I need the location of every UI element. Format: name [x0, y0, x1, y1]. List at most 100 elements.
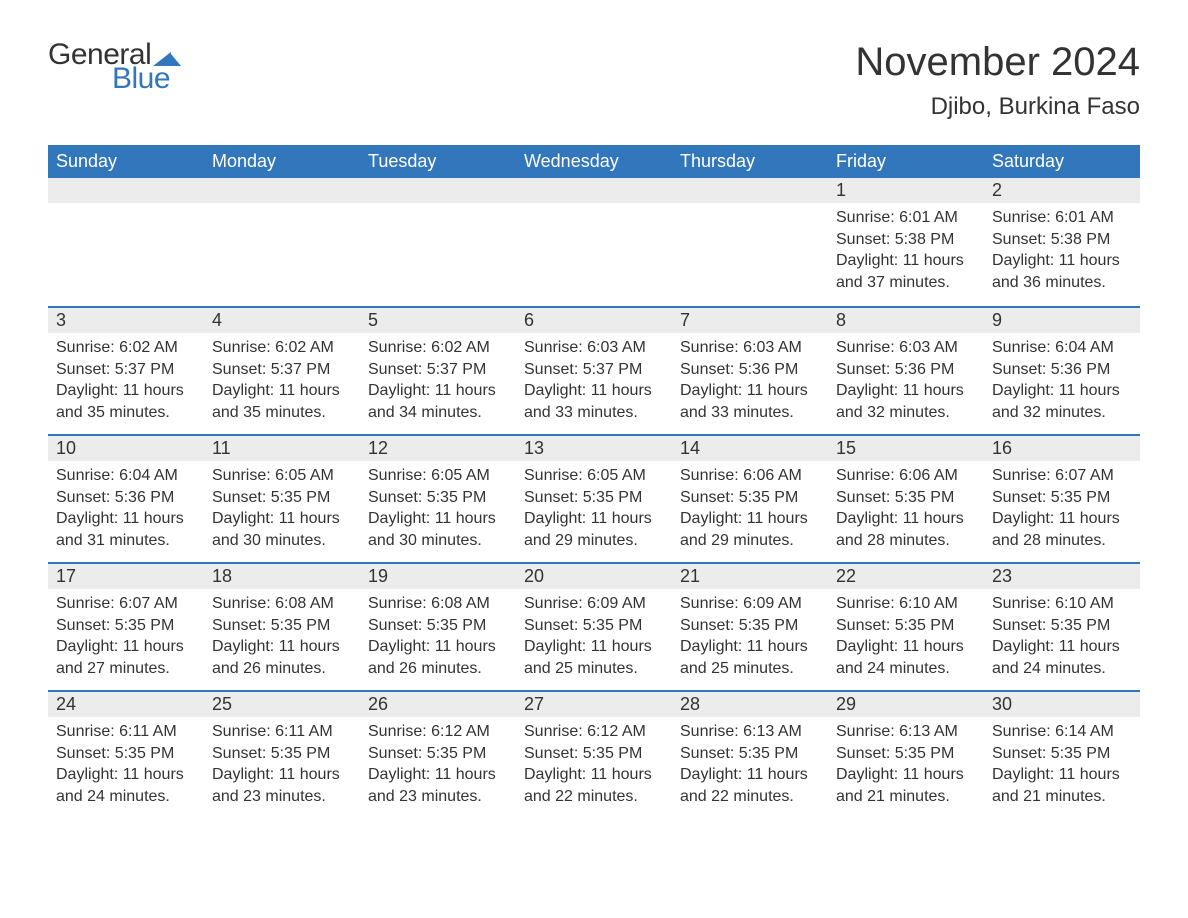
day-cell: 21Sunrise: 6:09 AMSunset: 5:35 PMDayligh… [672, 564, 828, 690]
weeks-container: 1Sunrise: 6:01 AMSunset: 5:38 PMDaylight… [48, 178, 1140, 818]
day-body: Sunrise: 6:04 AMSunset: 5:36 PMDaylight:… [48, 461, 204, 561]
day-number: 28 [672, 692, 828, 717]
calendar: Sunday Monday Tuesday Wednesday Thursday… [48, 145, 1140, 818]
daylight-line: Daylight: 11 hours and 24 minutes. [56, 764, 196, 807]
day-number: 27 [516, 692, 672, 717]
title-block: November 2024 Djibo, Burkina Faso [855, 40, 1140, 121]
day-body: Sunrise: 6:14 AMSunset: 5:35 PMDaylight:… [984, 717, 1140, 817]
sunrise-line: Sunrise: 6:06 AM [836, 465, 976, 487]
sunset-line: Sunset: 5:38 PM [992, 229, 1132, 251]
sunset-line: Sunset: 5:35 PM [56, 615, 196, 637]
sunrise-line: Sunrise: 6:02 AM [368, 337, 508, 359]
day-cell: 25Sunrise: 6:11 AMSunset: 5:35 PMDayligh… [204, 692, 360, 818]
dow-tuesday: Tuesday [360, 145, 516, 178]
sunset-line: Sunset: 5:37 PM [524, 359, 664, 381]
day-number: 13 [516, 436, 672, 461]
dow-thursday: Thursday [672, 145, 828, 178]
sunset-line: Sunset: 5:37 PM [56, 359, 196, 381]
day-cell: 14Sunrise: 6:06 AMSunset: 5:35 PMDayligh… [672, 436, 828, 562]
day-cell: 20Sunrise: 6:09 AMSunset: 5:35 PMDayligh… [516, 564, 672, 690]
day-body: Sunrise: 6:11 AMSunset: 5:35 PMDaylight:… [48, 717, 204, 817]
day-cell [360, 178, 516, 306]
daylight-line: Daylight: 11 hours and 35 minutes. [212, 380, 352, 423]
day-body: Sunrise: 6:02 AMSunset: 5:37 PMDaylight:… [204, 333, 360, 433]
sunset-line: Sunset: 5:35 PM [368, 487, 508, 509]
day-cell [48, 178, 204, 306]
day-number: 26 [360, 692, 516, 717]
day-number: 4 [204, 308, 360, 333]
day-body: Sunrise: 6:03 AMSunset: 5:36 PMDaylight:… [672, 333, 828, 433]
dow-wednesday: Wednesday [516, 145, 672, 178]
day-body: Sunrise: 6:13 AMSunset: 5:35 PMDaylight:… [672, 717, 828, 817]
day-body: Sunrise: 6:02 AMSunset: 5:37 PMDaylight:… [360, 333, 516, 433]
day-body: Sunrise: 6:07 AMSunset: 5:35 PMDaylight:… [48, 589, 204, 689]
day-body: Sunrise: 6:12 AMSunset: 5:35 PMDaylight:… [516, 717, 672, 817]
day-cell: 11Sunrise: 6:05 AMSunset: 5:35 PMDayligh… [204, 436, 360, 562]
day-body: Sunrise: 6:08 AMSunset: 5:35 PMDaylight:… [360, 589, 516, 689]
sunset-line: Sunset: 5:35 PM [368, 743, 508, 765]
sunrise-line: Sunrise: 6:05 AM [212, 465, 352, 487]
daylight-line: Daylight: 11 hours and 21 minutes. [836, 764, 976, 807]
day-number: 11 [204, 436, 360, 461]
day-number: 10 [48, 436, 204, 461]
sunrise-line: Sunrise: 6:07 AM [992, 465, 1132, 487]
day-number: 14 [672, 436, 828, 461]
daylight-line: Daylight: 11 hours and 23 minutes. [368, 764, 508, 807]
sunset-line: Sunset: 5:36 PM [680, 359, 820, 381]
day-body: Sunrise: 6:01 AMSunset: 5:38 PMDaylight:… [984, 203, 1140, 303]
sunset-line: Sunset: 5:35 PM [212, 615, 352, 637]
day-cell: 22Sunrise: 6:10 AMSunset: 5:35 PMDayligh… [828, 564, 984, 690]
day-body: Sunrise: 6:03 AMSunset: 5:36 PMDaylight:… [828, 333, 984, 433]
sunrise-line: Sunrise: 6:03 AM [680, 337, 820, 359]
day-cell: 3Sunrise: 6:02 AMSunset: 5:37 PMDaylight… [48, 308, 204, 434]
sunrise-line: Sunrise: 6:04 AM [56, 465, 196, 487]
day-body: Sunrise: 6:08 AMSunset: 5:35 PMDaylight:… [204, 589, 360, 689]
daylight-line: Daylight: 11 hours and 32 minutes. [992, 380, 1132, 423]
dow-saturday: Saturday [984, 145, 1140, 178]
sunset-line: Sunset: 5:37 PM [368, 359, 508, 381]
day-cell: 19Sunrise: 6:08 AMSunset: 5:35 PMDayligh… [360, 564, 516, 690]
sunrise-line: Sunrise: 6:12 AM [368, 721, 508, 743]
sunrise-line: Sunrise: 6:11 AM [212, 721, 352, 743]
day-number: 29 [828, 692, 984, 717]
day-cell: 29Sunrise: 6:13 AMSunset: 5:35 PMDayligh… [828, 692, 984, 818]
sunrise-line: Sunrise: 6:10 AM [992, 593, 1132, 615]
day-number: 5 [360, 308, 516, 333]
dow-friday: Friday [828, 145, 984, 178]
daylight-line: Daylight: 11 hours and 28 minutes. [836, 508, 976, 551]
day-number: 9 [984, 308, 1140, 333]
sunrise-line: Sunrise: 6:08 AM [368, 593, 508, 615]
sunset-line: Sunset: 5:35 PM [992, 743, 1132, 765]
day-number: 2 [984, 178, 1140, 203]
day-number: 20 [516, 564, 672, 589]
sunset-line: Sunset: 5:35 PM [836, 615, 976, 637]
sunrise-line: Sunrise: 6:10 AM [836, 593, 976, 615]
sunset-line: Sunset: 5:37 PM [212, 359, 352, 381]
day-number: 6 [516, 308, 672, 333]
day-cell: 2Sunrise: 6:01 AMSunset: 5:38 PMDaylight… [984, 178, 1140, 306]
sunrise-line: Sunrise: 6:04 AM [992, 337, 1132, 359]
day-body: Sunrise: 6:02 AMSunset: 5:37 PMDaylight:… [48, 333, 204, 433]
day-cell: 1Sunrise: 6:01 AMSunset: 5:38 PMDaylight… [828, 178, 984, 306]
day-number: 8 [828, 308, 984, 333]
day-cell: 23Sunrise: 6:10 AMSunset: 5:35 PMDayligh… [984, 564, 1140, 690]
day-number: 16 [984, 436, 1140, 461]
sunrise-line: Sunrise: 6:09 AM [524, 593, 664, 615]
week-row: 10Sunrise: 6:04 AMSunset: 5:36 PMDayligh… [48, 434, 1140, 562]
sunrise-line: Sunrise: 6:13 AM [836, 721, 976, 743]
day-body: Sunrise: 6:06 AMSunset: 5:35 PMDaylight:… [828, 461, 984, 561]
daylight-line: Daylight: 11 hours and 37 minutes. [836, 250, 976, 293]
day-number: 1 [828, 178, 984, 203]
daylight-line: Daylight: 11 hours and 24 minutes. [836, 636, 976, 679]
week-row: 3Sunrise: 6:02 AMSunset: 5:37 PMDaylight… [48, 306, 1140, 434]
sunrise-line: Sunrise: 6:03 AM [524, 337, 664, 359]
day-cell: 17Sunrise: 6:07 AMSunset: 5:35 PMDayligh… [48, 564, 204, 690]
day-cell: 18Sunrise: 6:08 AMSunset: 5:35 PMDayligh… [204, 564, 360, 690]
day-body: Sunrise: 6:10 AMSunset: 5:35 PMDaylight:… [828, 589, 984, 689]
daylight-line: Daylight: 11 hours and 26 minutes. [368, 636, 508, 679]
day-cell: 15Sunrise: 6:06 AMSunset: 5:35 PMDayligh… [828, 436, 984, 562]
day-number: 17 [48, 564, 204, 589]
day-body: Sunrise: 6:11 AMSunset: 5:35 PMDaylight:… [204, 717, 360, 817]
daylight-line: Daylight: 11 hours and 34 minutes. [368, 380, 508, 423]
day-number: 12 [360, 436, 516, 461]
